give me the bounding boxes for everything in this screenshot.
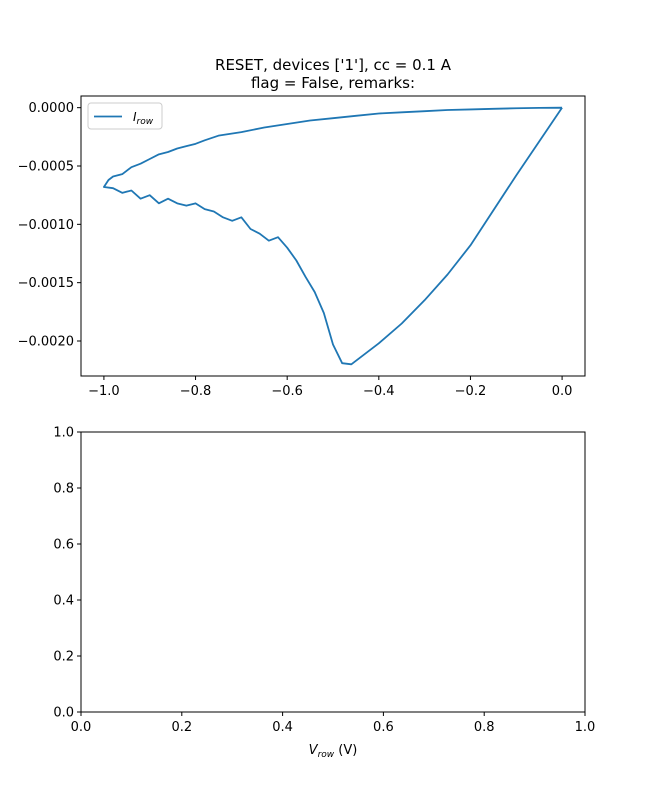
bottom-x-tick-label: 0.6 <box>373 720 394 735</box>
bottom-y-tick-label: 0.2 <box>53 650 74 665</box>
x-label-main: V <box>309 743 319 758</box>
bottom-y-ticks: 0.0 0.2 0.4 0.6 0.8 1.0 <box>53 426 81 721</box>
top-plot-area <box>103 106 563 366</box>
top-legend: Irow <box>87 102 163 130</box>
bottom-x-axis-label: Vrow (V) <box>309 743 358 760</box>
bottom-x-ticks: 0.0 0.2 0.4 0.6 0.8 1.0 <box>71 712 596 735</box>
top-y-tick-label: 0.0000 <box>29 101 75 116</box>
bottom-y-tick-label: 0.4 <box>53 594 74 609</box>
top-x-tick-label: −0.2 <box>455 384 487 399</box>
top-x-tick-label: −1.0 <box>88 384 120 399</box>
top-axes-frame <box>80 95 586 377</box>
bottom-y-tick-label: 1.0 <box>53 426 74 441</box>
bottom-x-tick-label: 0.0 <box>71 720 92 735</box>
top-y-tick-label: −0.0020 <box>18 335 74 350</box>
top-chart-title-line2: flag = False, remarks: <box>251 74 415 92</box>
bottom-x-tick-label: 0.8 <box>474 720 495 735</box>
x-label-unit: (V) <box>334 743 357 758</box>
bottom-chart: 0.0 0.2 0.4 0.6 0.8 1.0 0.0 0.2 0.4 0.6 0.8 1.0 Vr… <box>53 426 595 761</box>
top-y-tick-label: −0.0010 <box>18 218 74 233</box>
top-x-ticks: −1.0 −0.8 −0.6 −0.4 −0.2 0.0 <box>88 376 572 399</box>
bottom-y-tick-label: 0.6 <box>53 538 74 553</box>
top-x-tick-label: −0.6 <box>271 384 303 399</box>
top-x-tick-label: 0.0 <box>552 384 573 399</box>
bottom-x-tick-label: 1.0 <box>575 720 596 735</box>
series-line-irow <box>103 106 563 366</box>
legend-entry-irow: Irow <box>133 110 154 127</box>
bottom-y-tick-label: 0.8 <box>53 482 74 497</box>
top-y-tick-label: −0.0015 <box>18 276 74 291</box>
bottom-x-tick-label: 0.4 <box>272 720 293 735</box>
top-x-tick-label: −0.4 <box>363 384 395 399</box>
top-x-tick-label: −0.8 <box>180 384 212 399</box>
legend-entry-sub: row <box>137 117 154 127</box>
x-label-sub: row <box>318 750 335 760</box>
bottom-axes-frame <box>80 431 586 713</box>
top-chart-title-line1: RESET, devices ['1'], cc = 0.1 A <box>215 56 452 74</box>
bottom-y-tick-label: 0.0 <box>53 706 74 721</box>
legend-entry-main: I <box>133 110 137 124</box>
bottom-x-tick-label: 0.2 <box>171 720 192 735</box>
top-chart: RESET, devices ['1'], cc = 0.1 A flag = … <box>18 56 586 399</box>
top-y-tick-label: −0.0005 <box>18 160 74 175</box>
top-y-ticks: 0.0000 −0.0005 −0.0010 −0.0015 −0.0020 <box>18 101 81 350</box>
legend-box <box>87 102 163 130</box>
